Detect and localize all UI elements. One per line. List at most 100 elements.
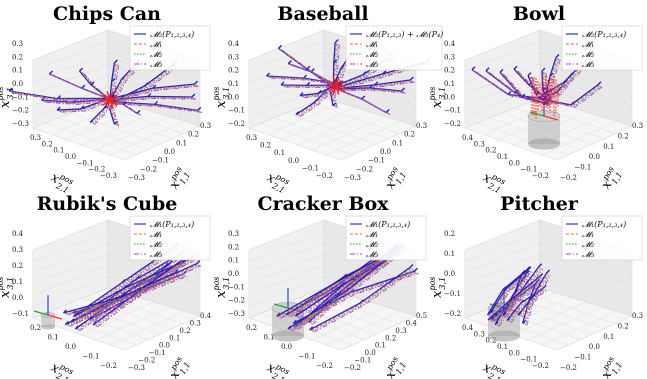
start-arrow [109,99,118,106]
pose-marker [485,67,490,72]
gridline [539,253,633,285]
gridline [32,253,109,285]
y-tick-label: 0.3 [30,134,41,142]
legend-label: 𝓜₂ [150,50,162,59]
y-tick-label: 0.0 [509,349,520,357]
z-tick-label: 0.1 [228,80,239,88]
gridline [464,253,541,285]
y-tick-label: 0.2 [485,147,496,155]
pose-marker [113,59,118,64]
x-tick-label: 0.0 [589,153,600,161]
pose-marker [276,312,281,317]
x-tick-label: −0.3 [128,174,145,182]
y-tick-label: 0.4 [462,324,474,332]
pose-marker [197,106,202,111]
gridline [464,41,541,72]
trajectory-m1 [58,98,112,112]
x-tick-label: 0.0 [380,148,391,156]
z-tick-label: −0.2 [444,310,461,318]
x-tick-label: 0.3 [632,122,643,130]
gridline [464,52,541,83]
legend-label: 𝓜₃ [366,250,378,259]
pose-marker [103,105,108,110]
gridline [32,63,109,95]
y-tick-label: 0.2 [485,337,496,345]
gridline [294,301,371,337]
pose-marker [471,66,476,71]
legend-label: 𝓜₂ [150,240,162,249]
trajectory-m2 [75,263,186,319]
x-tick-label: −0.2 [560,174,577,182]
x-axis-label: xpos1,1 [597,355,624,379]
trajectory-m3 [77,263,187,320]
x-axis-label: xpos1,1 [381,165,408,193]
z-tick-label: −0.3 [228,310,245,318]
z-tick-label: 0.4 [228,40,240,48]
pose-marker [310,68,315,73]
start-arrow [335,77,340,87]
legend-label: 𝓜₂ [582,50,594,59]
pose-marker [563,78,568,83]
pose-marker [144,82,149,87]
trajectory-m1 [277,247,403,318]
y-tick-label: −0.1 [520,166,537,174]
subplot-3: 0.40.30.20.10.0−0.1−0.20.40.30.20.10.0−0… [428,3,643,195]
pose-marker [541,67,546,72]
pose-marker [168,260,173,265]
gridline [310,306,386,341]
subplot-title: Chips Can [53,3,161,25]
pose-marker [531,294,536,299]
gridline [298,107,392,141]
trajectory-m1 [310,267,412,331]
trajectory-m1 [74,262,184,318]
legend-label: 𝓜₁ [366,40,378,49]
trajectory-m2 [548,76,574,99]
trajectory-m1 [540,85,600,107]
trajectory-m2 [290,250,403,331]
subplot-5: 0.30.20.10.0−0.1−0.2−0.30.20.10.0−0.1−0.… [212,193,427,379]
trajectory-m1 [543,62,586,97]
gridline [464,231,541,262]
legend-label: 𝓜₁ [150,40,162,49]
trajectory-m3 [495,286,539,321]
pose-marker [317,89,322,94]
start-arrow [335,80,344,87]
subplot-title: Pitcher [500,193,579,215]
pose-marker [502,312,507,317]
pose-marker [121,279,126,283]
trajectory-m3 [83,72,116,104]
trajectory-m1 [110,84,196,101]
legend-label: 𝓜₃ [582,250,594,259]
gridline [541,121,617,156]
x-tick-label: 0.2 [179,327,190,335]
y-tick-label: −0.2 [100,362,117,370]
trajectory-m1 [77,246,178,316]
pose-marker [174,269,179,274]
y-axis-label: xpos2,1 [479,169,507,196]
gridline [248,265,325,296]
pose-marker [110,94,115,99]
z-tick-label: 0.1 [228,257,239,265]
legend-label: 𝓜₁(P₁,₂,₃,₄) [582,220,626,229]
trajectory-m1 [301,84,340,97]
pose-marker [111,77,116,82]
subplot-title: Rubik's Cube [37,193,178,215]
trajectory-m1 [528,76,549,104]
z-tick-label: 0.2 [444,67,455,75]
gridline [32,41,109,72]
legend-box [561,215,643,261]
gridline [539,276,633,307]
gridline [32,276,109,307]
pose-marker [64,320,69,325]
pose-marker [521,270,526,275]
gridline [94,306,170,341]
gridline [279,107,355,142]
z-tick-label: 0.1 [12,278,23,286]
start-arrow [102,99,111,106]
gridline [57,117,151,151]
trajectory-m1 [94,261,183,326]
trajectory-m3 [549,77,575,100]
